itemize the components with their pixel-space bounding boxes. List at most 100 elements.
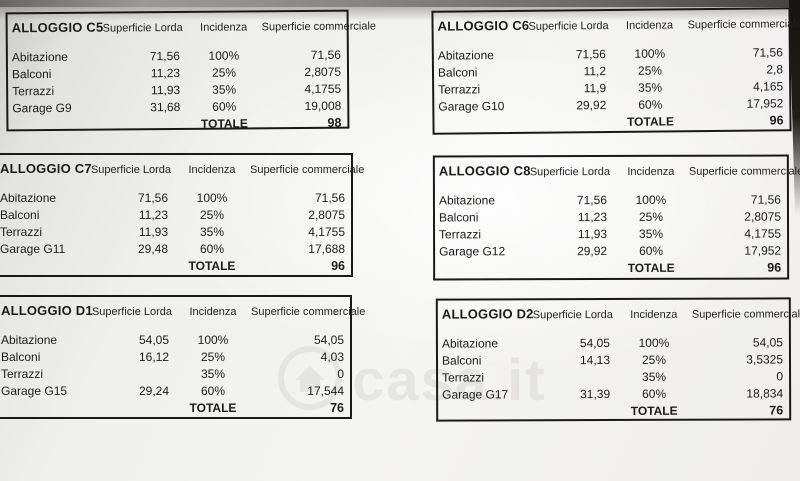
cell-superficie-commerciale: 4,1755 (308, 225, 345, 239)
row-label: Abitazione (437, 48, 494, 63)
column-header-superficie-lorda: Superficie Lorda (532, 309, 613, 322)
row-label: Abitazione (1, 333, 58, 347)
table-alloggio-c6: ALLOGGIO C6 Superficie Lorda Incidenza S… (431, 7, 800, 135)
table-total-row: TOTALE 96 (0, 258, 347, 275)
table-row: Abitazione 71,56 100% 71,56 (439, 192, 783, 210)
table-row: Garage G17 31,39 60% 18,834 (442, 385, 785, 403)
table-row: Terrazzi 35% 0 (1, 366, 346, 383)
total-label: TOTALE (626, 114, 674, 129)
total-label: TOTALE (627, 260, 675, 275)
row-label: Terrazzi (12, 83, 55, 99)
table-row: Terrazzi 35% 0 (442, 368, 785, 386)
cell-superficie-lorda: 29,92 (577, 244, 608, 259)
cell-incidenza: 35% (638, 80, 663, 95)
cell-superficie-commerciale: 4,1755 (304, 81, 342, 97)
cell-superficie-lorda: 11,9 (583, 81, 607, 96)
table-header: ALLOGGIO D1 Superficie Lorda Incidenza S… (1, 302, 365, 321)
cell-superficie-commerciale: 17,688 (308, 242, 345, 256)
table-alloggio-d1: ALLOGGIO D1 Superficie Lorda Incidenza S… (0, 295, 365, 419)
table-header: ALLOGGIO C6 Superficie Lorda Incidenza S… (437, 14, 800, 36)
cell-superficie-commerciale: 2,8075 (744, 209, 782, 224)
table-header: ALLOGGIO C7 Superficie Lorda Incidenza S… (0, 160, 364, 179)
cell-superficie-commerciale: 17,952 (744, 243, 782, 258)
cell-superficie-lorda: 29,24 (138, 384, 169, 398)
row-label: Garage G17 (442, 387, 509, 402)
row-label: Abitazione (11, 49, 68, 65)
cell-superficie-commerciale: 71,56 (750, 192, 781, 207)
table-row: Abitazione 54,05 100% 54,05 (442, 334, 785, 352)
column-header-incidenza: Incidenza (189, 306, 237, 318)
total-value: 96 (331, 259, 345, 273)
scan-edge-right (788, 0, 800, 215)
row-label: Terrazzi (438, 82, 481, 97)
cell-superficie-commerciale: 71,56 (310, 47, 341, 62)
cell-superficie-commerciale: 4,165 (753, 79, 784, 94)
cell-superficie-commerciale: 2,8 (766, 62, 784, 77)
row-label: Abitazione (441, 336, 499, 351)
row-label: Garage G10 (438, 99, 505, 114)
row-label: Terrazzi (1, 367, 44, 381)
cell-superficie-lorda: 29,48 (137, 242, 168, 256)
cell-superficie-lorda: 31,39 (580, 387, 611, 402)
cell-superficie-lorda: 11,23 (150, 65, 181, 81)
cell-superficie-lorda: 11,23 (138, 208, 168, 222)
total-value: 98 (327, 115, 342, 130)
column-header-superficie-lorda: Superficie Lorda (528, 20, 609, 33)
column-header-superficie-lorda: Superficie Lorda (90, 164, 172, 176)
row-label: Garage G15 (1, 384, 68, 398)
cell-superficie-commerciale: 19,008 (304, 98, 342, 114)
table-row: Garage G11 29,48 60% 17,688 (0, 241, 347, 258)
cell-superficie-lorda: 54,05 (579, 336, 610, 351)
cell-superficie-commerciale: 3,5325 (746, 352, 784, 367)
cell-superficie-lorda: 71,56 (575, 47, 606, 62)
table-row: Abitazione 71,56 100% 71,56 (0, 190, 347, 207)
cell-superficie-lorda: 16,12 (138, 350, 169, 364)
cell-superficie-commerciale: 71,56 (314, 191, 345, 205)
cell-superficie-lorda: 54,05 (138, 333, 169, 347)
table-row: Terrazzi 11,93 35% 4,1755 (439, 226, 783, 244)
column-header-superficie-commerciale: Superficie commerciale (691, 308, 800, 321)
table-title: ALLOGGIO C6 (437, 17, 530, 34)
total-value: 76 (769, 403, 784, 418)
column-header-superficie-commerciale: Superficie commerciale (251, 306, 366, 318)
table-title: ALLOGGIO D2 (441, 306, 534, 322)
table-total-row: TOTALE 76 (1, 400, 346, 417)
cell-incidenza: 60% (642, 386, 667, 401)
table-title: ALLOGGIO D1 (1, 303, 93, 318)
column-header-incidenza: Incidenza (625, 19, 674, 32)
table-row: Balconi 14,13 25% 3,5325 (442, 351, 785, 369)
column-header-incidenza: Incidenza (627, 165, 675, 178)
column-header-incidenza: Incidenza (200, 21, 248, 34)
cell-incidenza: 35% (200, 367, 226, 381)
table-total-row: TOTALE 98 (12, 115, 343, 135)
table-row: Balconi 11,23 25% 2,8075 (439, 209, 783, 227)
cell-incidenza: 25% (211, 65, 237, 80)
cell-superficie-commerciale: 4,03 (320, 350, 344, 364)
total-label: TOTALE (188, 259, 236, 273)
cell-incidenza: 100% (208, 48, 240, 63)
cell-superficie-commerciale: 0 (776, 369, 784, 384)
row-label: Terrazzi (439, 227, 482, 242)
cell-incidenza: 60% (639, 243, 664, 258)
row-label: Garage G11 (0, 242, 66, 256)
total-value: 96 (769, 113, 784, 128)
cell-incidenza: 25% (199, 208, 225, 222)
cell-incidenza: 60% (212, 99, 237, 114)
total-label: TOTALE (200, 116, 248, 131)
cell-superficie-lorda: 71,56 (576, 193, 607, 208)
row-label: Terrazzi (442, 370, 485, 385)
total-value: 96 (767, 260, 782, 275)
row-label: Abitazione (0, 191, 57, 205)
cell-incidenza: 60% (638, 97, 663, 112)
cell-superficie-commerciale: 4,1755 (744, 226, 782, 241)
table-row: Balconi 11,23 25% 2,8075 (0, 207, 347, 224)
table-row: Garage G15 29,24 60% 17,544 (1, 383, 346, 400)
cell-superficie-commerciale: 17,544 (307, 384, 344, 398)
cell-incidenza: 25% (638, 209, 664, 224)
column-header-superficie-lorda: Superficie Lorda (102, 21, 183, 35)
row-label: Balconi (438, 210, 479, 225)
total-value: 76 (330, 401, 344, 415)
column-header-superficie-commerciale: Superficie commerciale (261, 20, 377, 34)
row-label: Garage G9 (12, 100, 72, 116)
cell-incidenza: 35% (639, 226, 664, 241)
